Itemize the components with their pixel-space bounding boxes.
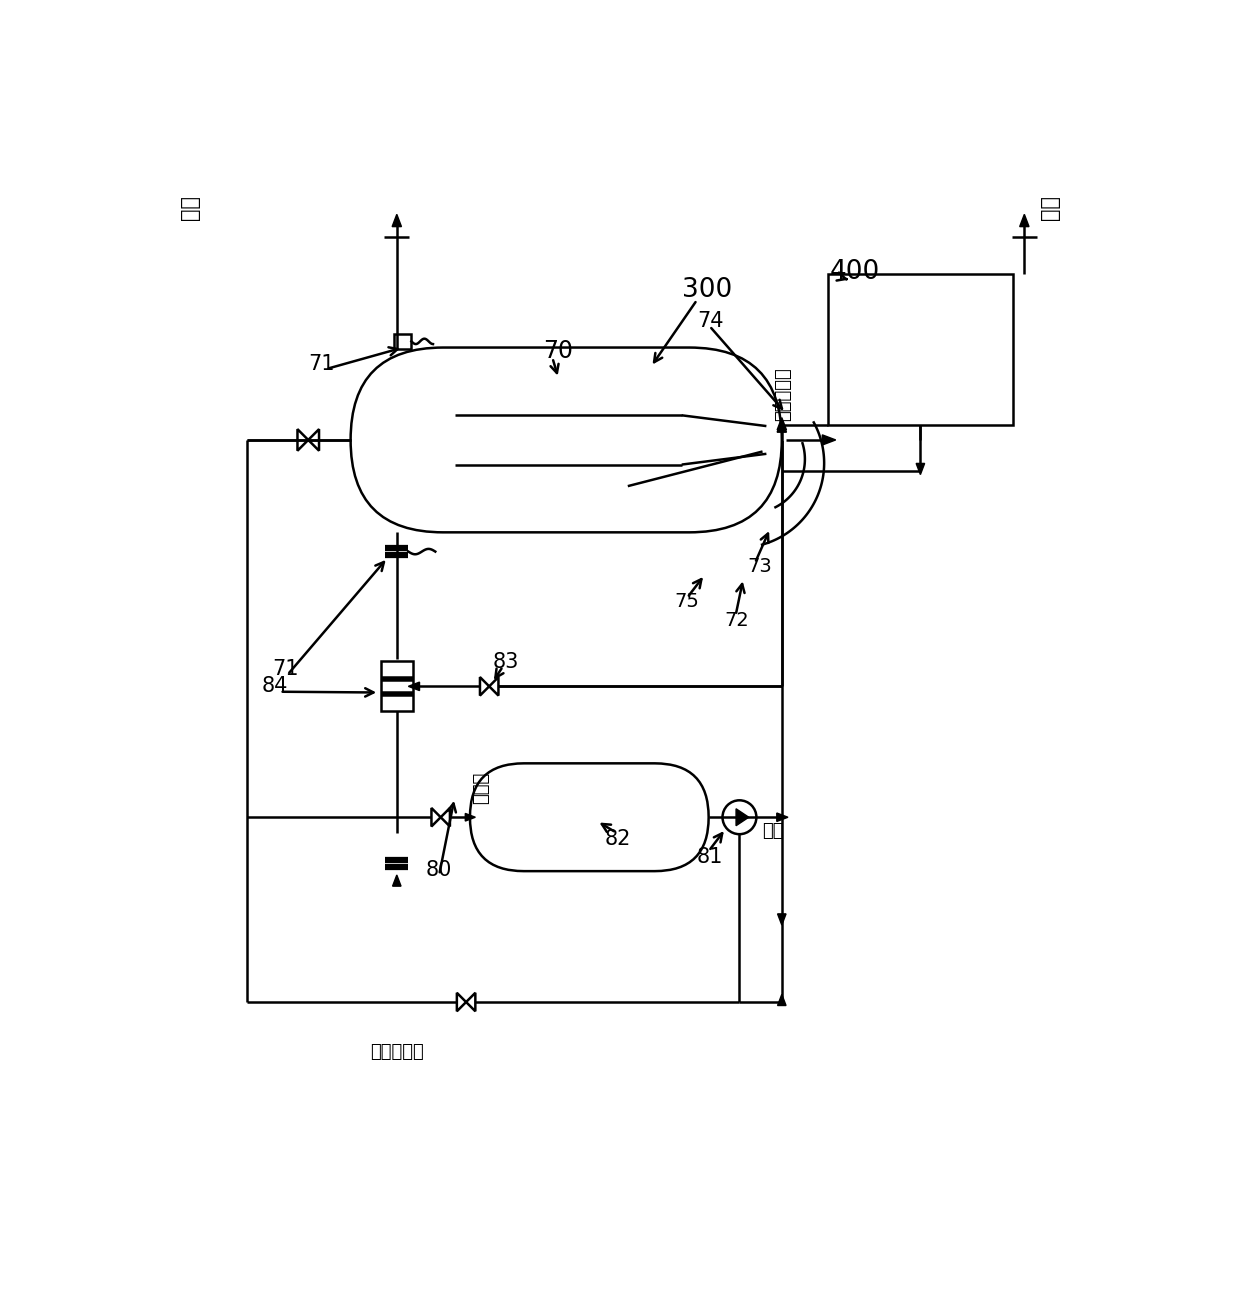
Text: 第二处理液: 第二处理液: [370, 1043, 424, 1061]
Polygon shape: [777, 913, 786, 925]
Polygon shape: [737, 809, 749, 826]
Text: 74: 74: [697, 310, 724, 331]
Bar: [828, 274, 1013, 425]
Text: 71: 71: [272, 659, 299, 680]
Text: 70: 70: [543, 340, 573, 363]
Polygon shape: [777, 995, 786, 1005]
Polygon shape: [822, 435, 836, 444]
Polygon shape: [777, 420, 786, 433]
Text: 83: 83: [494, 651, 520, 672]
Polygon shape: [432, 808, 440, 827]
Polygon shape: [456, 992, 466, 1012]
Text: 81: 81: [697, 848, 723, 867]
Text: 氮气: 氮气: [763, 822, 784, 840]
Polygon shape: [309, 429, 319, 451]
Bar: [381, 662, 413, 712]
Text: 溶气水: 溶气水: [472, 771, 491, 804]
Polygon shape: [465, 814, 475, 820]
FancyBboxPatch shape: [351, 348, 781, 532]
Polygon shape: [777, 417, 786, 430]
Polygon shape: [393, 875, 401, 886]
Text: 产水: 产水: [1040, 195, 1060, 220]
Text: 300: 300: [682, 276, 732, 302]
Polygon shape: [466, 992, 475, 1012]
Text: 第三处理液: 第三处理液: [774, 367, 792, 421]
Polygon shape: [480, 677, 490, 695]
Text: 80: 80: [427, 859, 453, 880]
Polygon shape: [776, 813, 787, 822]
Circle shape: [723, 800, 756, 835]
Polygon shape: [916, 464, 925, 474]
FancyBboxPatch shape: [470, 764, 708, 871]
Polygon shape: [490, 677, 498, 695]
Bar: [394, 333, 412, 349]
Polygon shape: [408, 682, 419, 691]
Polygon shape: [392, 214, 402, 226]
Text: 82: 82: [605, 828, 631, 849]
Text: 71: 71: [309, 354, 335, 375]
Polygon shape: [1019, 214, 1029, 226]
Text: 72: 72: [724, 611, 749, 630]
Polygon shape: [298, 429, 309, 451]
Polygon shape: [440, 808, 450, 827]
Text: 排气: 排气: [181, 195, 201, 220]
Text: 400: 400: [830, 260, 880, 286]
Text: 84: 84: [262, 676, 289, 696]
Text: 73: 73: [748, 557, 771, 576]
Text: 75: 75: [675, 592, 699, 611]
